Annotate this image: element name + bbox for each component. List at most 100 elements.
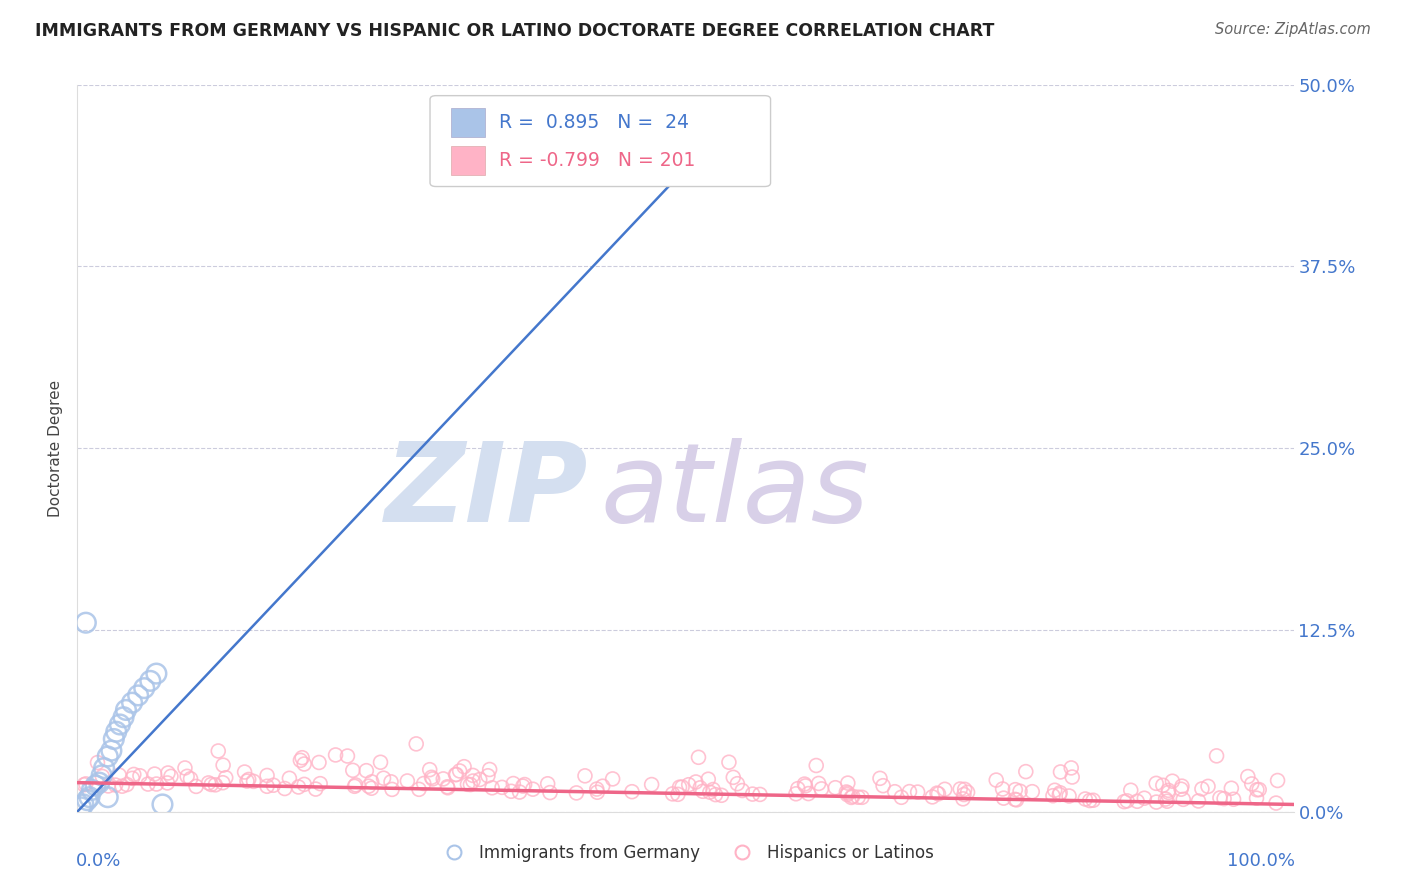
Point bbox=[725, 777, 748, 791]
Legend: Immigrants from Germany, Hispanics or Latinos: Immigrants from Germany, Hispanics or La… bbox=[430, 838, 941, 869]
Point bbox=[699, 785, 721, 799]
Point bbox=[661, 787, 683, 801]
Point bbox=[921, 789, 943, 804]
Point bbox=[1267, 773, 1289, 788]
Point bbox=[952, 792, 974, 806]
Point bbox=[405, 737, 427, 751]
Point bbox=[477, 769, 499, 783]
Point bbox=[145, 777, 167, 791]
Point bbox=[127, 689, 149, 703]
Point bbox=[509, 785, 531, 799]
Point bbox=[1057, 789, 1080, 803]
Point bbox=[72, 797, 94, 812]
Point bbox=[215, 771, 238, 785]
Point bbox=[1042, 789, 1064, 803]
Point bbox=[806, 758, 828, 772]
Point bbox=[785, 787, 807, 801]
Point bbox=[108, 768, 131, 782]
Point bbox=[129, 769, 152, 783]
Point bbox=[869, 772, 891, 786]
Point bbox=[640, 778, 662, 792]
Point bbox=[678, 778, 700, 792]
Point bbox=[1074, 792, 1097, 806]
Point bbox=[602, 772, 624, 786]
Point bbox=[502, 776, 524, 790]
Point bbox=[851, 790, 873, 805]
Text: Source: ZipAtlas.com: Source: ZipAtlas.com bbox=[1215, 22, 1371, 37]
Point bbox=[242, 774, 264, 789]
Point bbox=[143, 767, 166, 781]
Point bbox=[685, 775, 707, 789]
Point bbox=[211, 775, 233, 789]
Point bbox=[1191, 781, 1213, 796]
Point bbox=[1157, 785, 1180, 799]
Point bbox=[373, 771, 395, 785]
Point bbox=[1005, 793, 1028, 807]
Point bbox=[491, 780, 513, 795]
Point bbox=[104, 778, 127, 792]
Point bbox=[1173, 792, 1195, 806]
Point bbox=[111, 779, 134, 793]
Point bbox=[290, 753, 312, 767]
Point bbox=[449, 764, 471, 778]
Point bbox=[115, 703, 138, 717]
Point bbox=[1237, 770, 1260, 784]
Point bbox=[1240, 777, 1263, 791]
Point bbox=[810, 781, 832, 796]
Point bbox=[344, 778, 367, 792]
Point bbox=[1021, 785, 1043, 799]
Text: 100.0%: 100.0% bbox=[1227, 852, 1295, 870]
Point bbox=[574, 769, 596, 783]
Point bbox=[134, 681, 156, 695]
Point bbox=[883, 785, 905, 799]
Point bbox=[872, 779, 894, 793]
Point bbox=[91, 769, 114, 783]
Point bbox=[115, 778, 138, 792]
Point bbox=[121, 696, 143, 710]
Point bbox=[1205, 748, 1227, 763]
Point bbox=[586, 785, 609, 799]
Point bbox=[501, 784, 523, 798]
Point bbox=[1187, 794, 1209, 808]
Point bbox=[741, 787, 763, 801]
Point bbox=[1015, 764, 1038, 779]
Point bbox=[97, 749, 120, 764]
Point bbox=[837, 776, 859, 790]
Point bbox=[927, 787, 949, 801]
Point bbox=[100, 744, 122, 758]
Point bbox=[236, 774, 259, 789]
Point bbox=[907, 785, 929, 799]
Point bbox=[585, 782, 607, 797]
Point bbox=[1144, 795, 1167, 809]
Point bbox=[671, 780, 693, 794]
Point bbox=[1078, 793, 1101, 807]
Point bbox=[1114, 795, 1136, 809]
Point bbox=[291, 750, 314, 764]
Point bbox=[592, 779, 614, 793]
Point bbox=[837, 788, 859, 802]
Point bbox=[925, 786, 948, 800]
Point bbox=[308, 756, 330, 770]
Point bbox=[898, 784, 921, 798]
Point bbox=[160, 769, 183, 783]
Point bbox=[1249, 782, 1271, 797]
Text: atlas: atlas bbox=[600, 438, 869, 545]
Point bbox=[688, 750, 710, 764]
Point bbox=[702, 782, 724, 797]
Point bbox=[538, 786, 561, 800]
Point bbox=[156, 766, 179, 780]
Point bbox=[90, 768, 112, 782]
Text: IMMIGRANTS FROM GERMANY VS HISPANIC OR LATINO DOCTORATE DEGREE CORRELATION CHART: IMMIGRANTS FROM GERMANY VS HISPANIC OR L… bbox=[35, 22, 994, 40]
Point bbox=[668, 780, 690, 795]
Point bbox=[1170, 782, 1192, 797]
Point bbox=[1161, 774, 1184, 789]
Point bbox=[461, 774, 484, 789]
Point bbox=[1213, 791, 1236, 805]
Point bbox=[1083, 793, 1105, 807]
Point bbox=[112, 710, 135, 724]
Point bbox=[73, 778, 96, 792]
Point bbox=[839, 790, 862, 805]
Point bbox=[292, 777, 315, 791]
Point bbox=[444, 767, 467, 781]
Point bbox=[481, 780, 503, 795]
